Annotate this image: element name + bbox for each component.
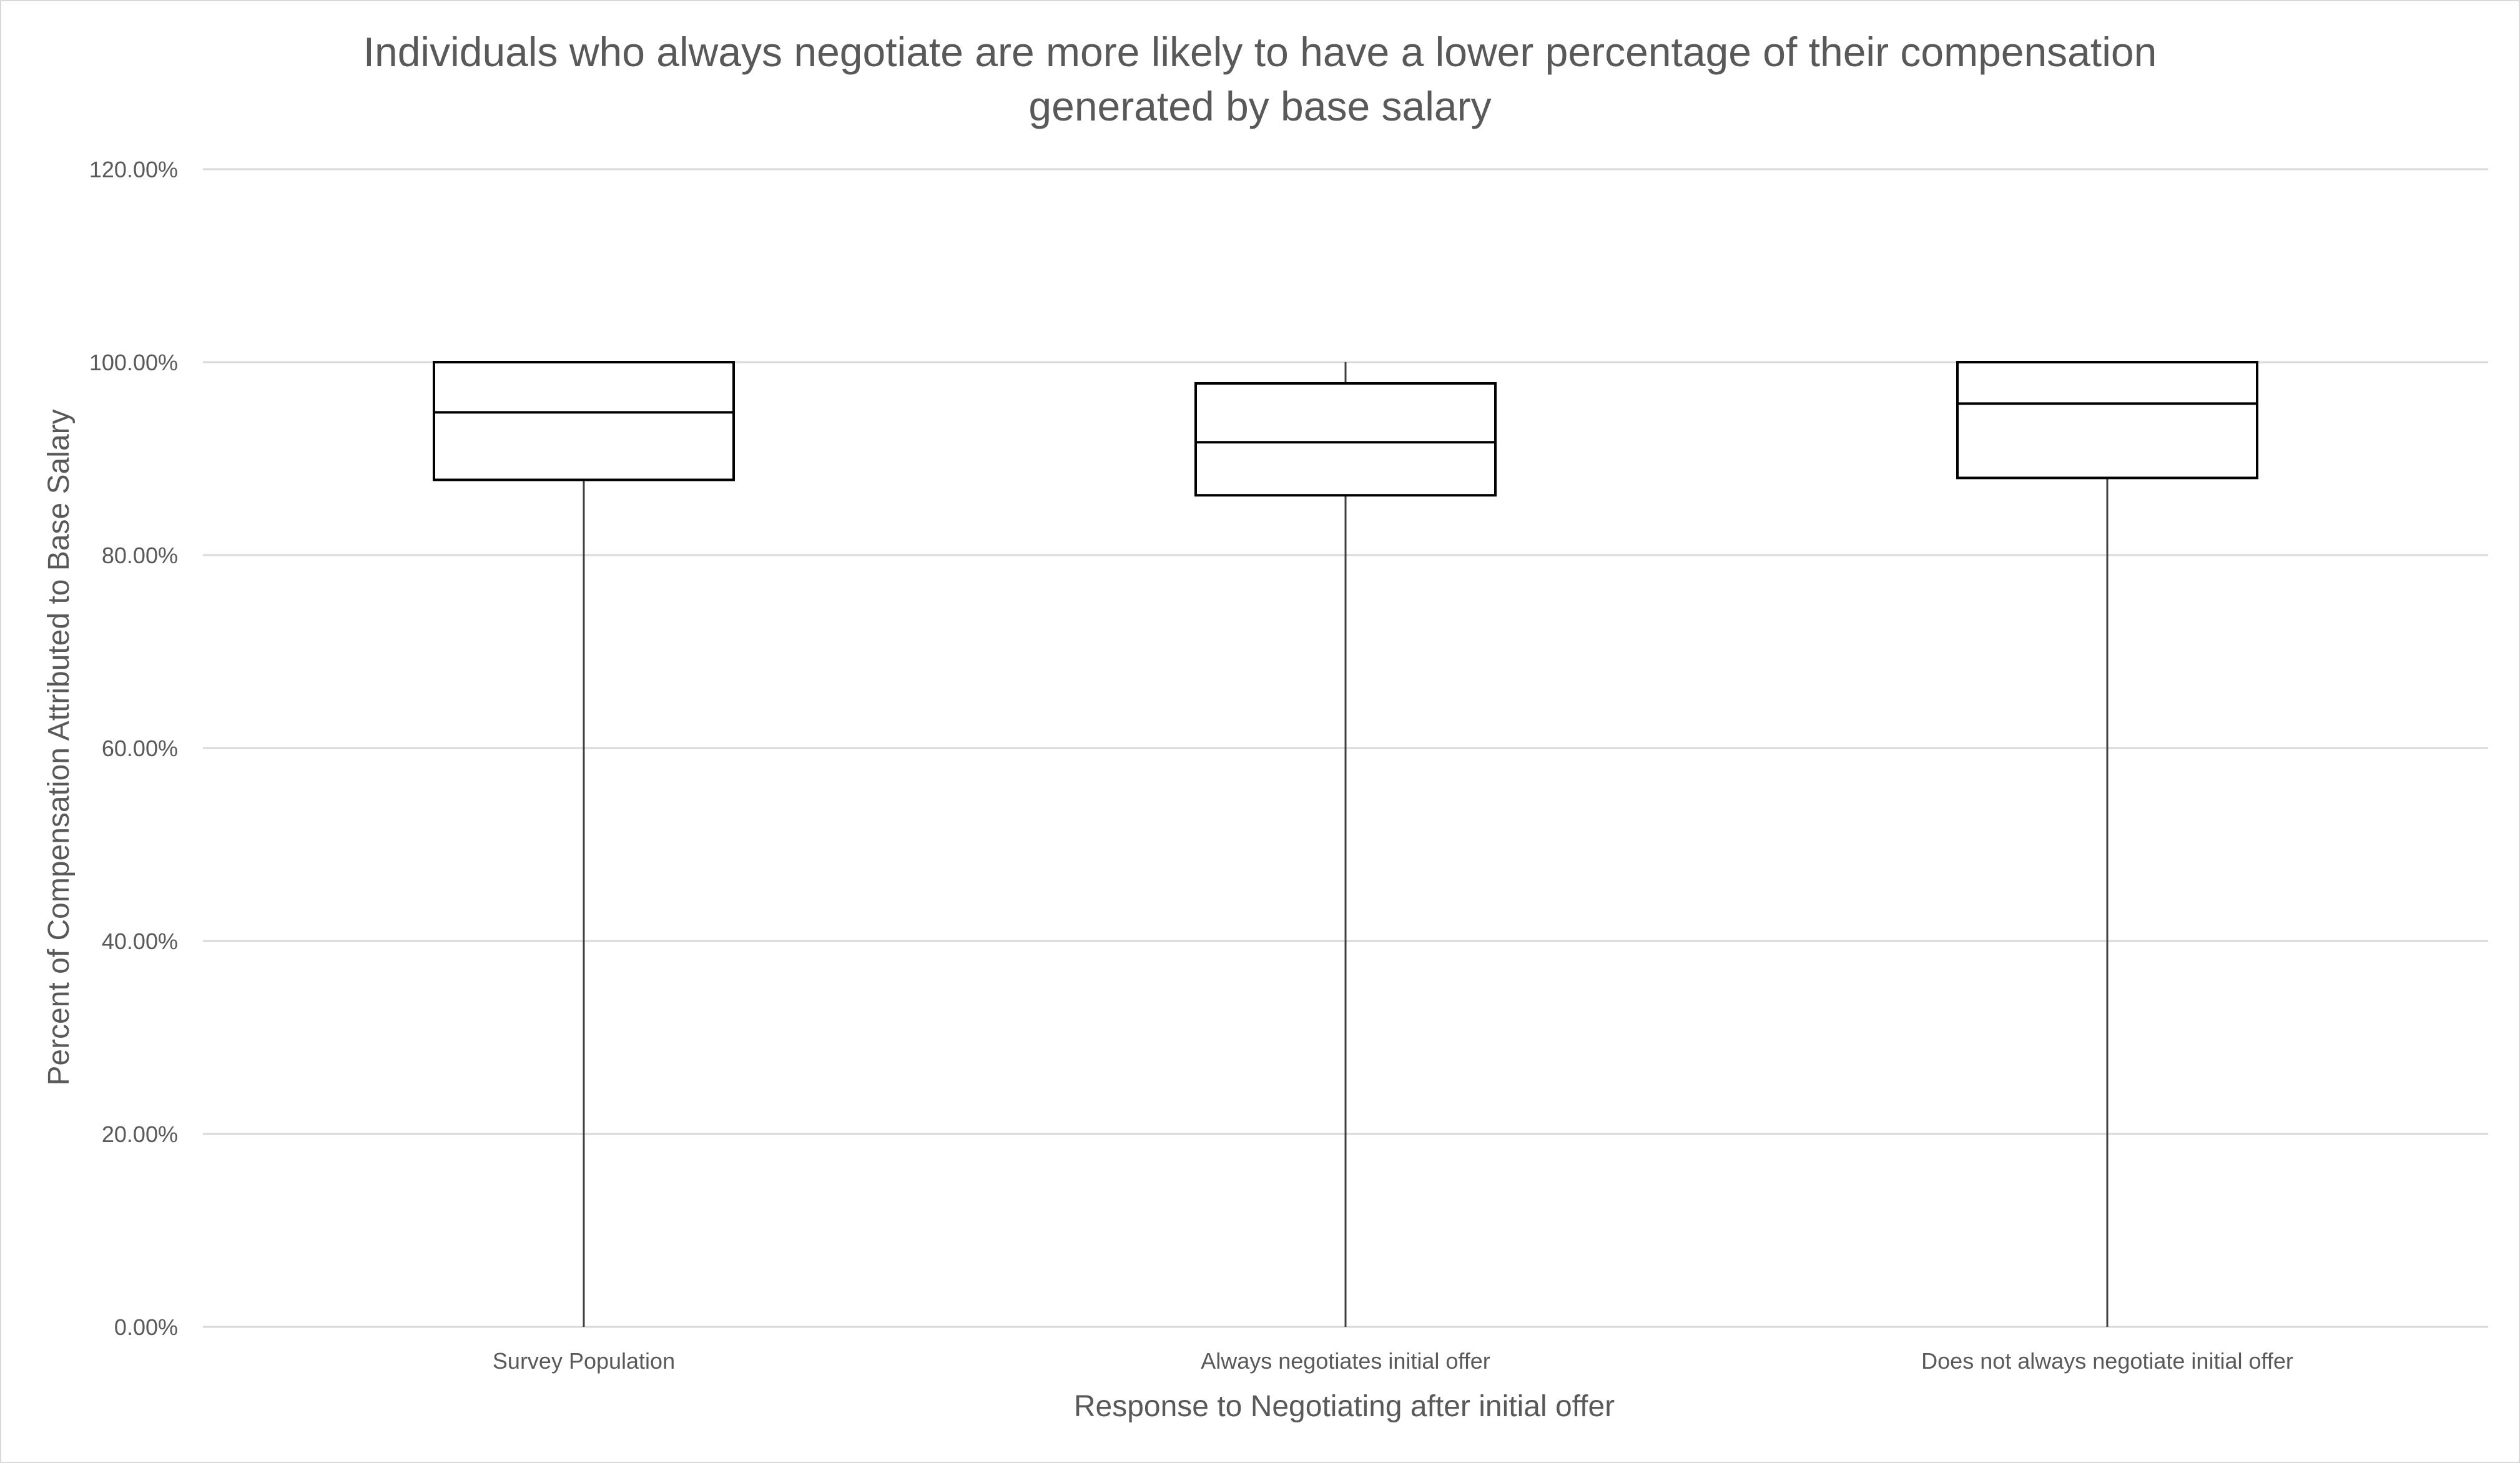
- x-category-label: Survey Population: [493, 1348, 675, 1374]
- x-category-label: Always negotiates initial offer: [1201, 1348, 1490, 1374]
- y-tick-label: 100.00%: [89, 350, 178, 375]
- y-tick-label: 120.00%: [89, 157, 178, 182]
- y-axis-tick-labels: 0.00% 20.00% 40.00% 60.00% 80.00% 100.00% 120.…: [89, 157, 178, 1340]
- box-group: [1194, 362, 1497, 1327]
- box-iqr: [1194, 382, 1497, 497]
- box-iqr: [433, 361, 735, 481]
- chart-title-line-1: Individuals who always negotiate are mor…: [363, 29, 2157, 75]
- y-tick-label: 0.00%: [114, 1314, 178, 1340]
- y-tick-label: 40.00%: [102, 929, 178, 954]
- y-tick-label: 80.00%: [102, 543, 178, 568]
- box-group: [1956, 361, 2258, 1327]
- box-group: [433, 361, 735, 1327]
- y-tick-label: 60.00%: [102, 736, 178, 761]
- x-axis-category-labels: Survey Population Always negotiates initi…: [493, 1348, 2293, 1374]
- x-axis-title: Response to Negotiating after initial of…: [1074, 1390, 1615, 1423]
- y-tick-label: 20.00%: [102, 1121, 178, 1147]
- y-axis-title: Percent of Compensation Attributed to Ba…: [42, 409, 76, 1085]
- box-iqr: [1956, 361, 2258, 480]
- box-series: [433, 361, 2258, 1327]
- x-category-label: Does not always negotiate initial offer: [1921, 1348, 2293, 1374]
- chart-title-line-2: generated by base salary: [1028, 83, 1491, 129]
